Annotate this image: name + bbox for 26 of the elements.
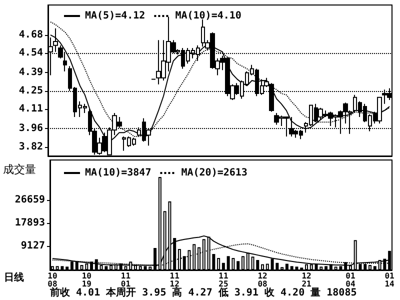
y-tick-label: 17893 [14, 218, 45, 229]
x-tick-label: 10 08 [48, 272, 58, 288]
y-axis-title: 成交量 [3, 163, 36, 176]
y-tick-label: 4.25 [18, 85, 43, 96]
text: 日线 [4, 272, 24, 284]
y-tick-label: 26659 [14, 194, 45, 206]
text: 前收 4.01 本周开 3.95 高 4.27 低 3.91 收 4.20 量 18085 [49, 286, 357, 298]
candlestick [377, 96, 382, 124]
y-tick-label: 3.96 [18, 123, 43, 134]
y-tick-label: 4.39 [18, 67, 43, 78]
legend-label: MA(20)=2613 [181, 168, 248, 178]
x-tick-label: 11 01 [120, 272, 131, 288]
x-tick-label: 01 04 [346, 272, 356, 288]
y-tick-label: 4.11 [18, 104, 43, 115]
y-tick-label: 3.82 [18, 141, 43, 152]
x-tick-label: 01 14 [384, 272, 395, 288]
x-tick-label: 11 25 [218, 272, 228, 288]
x-tick-label: 12 08 [258, 272, 268, 288]
y-tick-label: 9127 [20, 240, 45, 252]
y-tick-label: 4.68 [18, 29, 43, 40]
legend-label: MA(10)=3847 [85, 168, 152, 178]
x-tick-label: 10 19 [82, 272, 92, 288]
legend-label: MA(10)=4.10 [175, 10, 242, 22]
legend-label: MA(5)=4.12 [85, 10, 146, 22]
x-tick-label: 12 21 [302, 272, 312, 288]
y-tick-label: 4.54 [18, 48, 43, 59]
